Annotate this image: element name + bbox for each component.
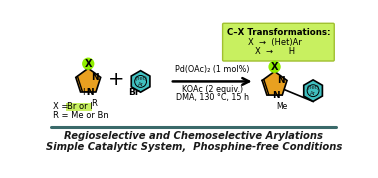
Polygon shape (262, 71, 287, 95)
Polygon shape (76, 68, 101, 92)
Text: Simple Catalytic System,  Phosphine-free Conditions: Simple Catalytic System, Phosphine-free … (45, 142, 342, 152)
FancyBboxPatch shape (223, 23, 334, 61)
Text: R = Me or Bn: R = Me or Bn (53, 111, 108, 120)
Text: KOAc (2 equiv.): KOAc (2 equiv.) (182, 85, 243, 94)
Circle shape (82, 57, 94, 70)
Polygon shape (131, 71, 150, 92)
Text: H: H (82, 88, 88, 96)
Text: Pd(OAc)₂ (1 mol%): Pd(OAc)₂ (1 mol%) (175, 65, 249, 74)
Text: N: N (272, 91, 280, 100)
Circle shape (268, 61, 281, 73)
Text: X: X (85, 59, 92, 69)
Text: Me: Me (276, 102, 287, 111)
Text: X  →      H: X → H (255, 47, 296, 56)
Text: +: + (108, 70, 124, 89)
Text: N: N (277, 76, 285, 85)
Text: R: R (91, 99, 97, 108)
Text: N: N (86, 88, 94, 96)
Text: Br: Br (129, 88, 140, 97)
Text: C–X Transformations:: C–X Transformations: (227, 28, 330, 37)
Text: X =: X = (53, 102, 71, 111)
Text: DMA, 130 °C, 15 h: DMA, 130 °C, 15 h (176, 93, 249, 102)
Text: Br or I: Br or I (67, 102, 93, 111)
Text: Regioselective and Chemoselective Arylations: Regioselective and Chemoselective Arylat… (64, 131, 323, 141)
FancyBboxPatch shape (66, 103, 92, 111)
Text: X  →  (Het)Ar: X → (Het)Ar (248, 38, 302, 47)
Text: (het)
Ar: (het) Ar (134, 76, 147, 87)
Polygon shape (304, 80, 322, 101)
Text: N: N (91, 73, 98, 82)
Text: X: X (271, 62, 278, 72)
Text: (het)
Ar: (het) Ar (307, 85, 319, 96)
